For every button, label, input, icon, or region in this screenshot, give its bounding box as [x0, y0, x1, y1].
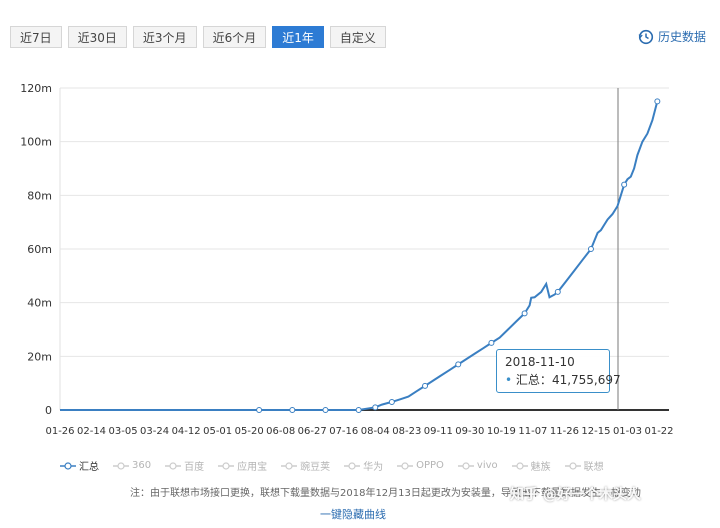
x-tick-label: 09-11: [424, 426, 453, 437]
hide-all-lines-link[interactable]: 一键隐藏曲线: [320, 508, 386, 521]
y-tick-label: 100m: [20, 136, 52, 149]
tooltip-value: 41,755,697: [551, 373, 621, 387]
data-change-note: 注：由于联想市场接口更换，联想下载量数据与2018年12月13日起更改为安装量，…: [130, 488, 641, 499]
x-tick-label: 04-12: [172, 426, 201, 437]
legend-line-icon: [397, 461, 414, 470]
y-tick-label: 40m: [27, 297, 52, 310]
x-tick-label: 11-26: [550, 426, 579, 437]
legend-line-icon: [218, 461, 235, 470]
chart-tooltip: 2018-11-10 • 汇总：41,755,697: [496, 349, 621, 393]
legend-label: 华为: [363, 462, 384, 473]
x-tick-label: 03-05: [109, 426, 138, 437]
legend-item-lenovo[interactable]: 联想: [564, 458, 604, 473]
legend-item-yingyongbao[interactable]: 应用宝: [218, 458, 267, 473]
x-tick-label: 07-16: [329, 426, 358, 437]
x-tick-label: 12-15: [581, 426, 610, 437]
legend-line-icon: [60, 461, 76, 470]
tooltip-series-name: 汇总: [515, 373, 540, 387]
x-tick-label: 05-20: [235, 426, 264, 437]
data-point-marker: [289, 407, 296, 413]
legend-item-baidu[interactable]: 百度: [165, 458, 204, 473]
range-tabs: 近7日 近30日 近3个月 近6个月 近1年 自定义: [10, 26, 386, 48]
tab-6-months[interactable]: 近6个月: [202, 26, 267, 48]
x-tick-label: 01-03: [613, 426, 642, 437]
legend-item-total[interactable]: 汇总: [60, 458, 99, 473]
series-line-total: [60, 101, 659, 411]
data-point-marker: [654, 98, 661, 105]
data-point-marker: [455, 361, 462, 368]
legend-item-wandoujia[interactable]: 豌豆荚: [281, 458, 330, 473]
data-point-marker: [554, 288, 561, 295]
x-tick-label: 05-01: [203, 426, 232, 437]
tab-1-year[interactable]: 近1年: [272, 26, 324, 48]
legend-line-icon: [457, 461, 474, 470]
data-point-marker: [372, 404, 379, 411]
tab-7-days[interactable]: 近7日: [10, 26, 62, 48]
tab-3-months[interactable]: 近3个月: [132, 26, 197, 48]
history-data-label: 历史数据: [657, 30, 706, 44]
legend-label: 豌豆荚: [300, 462, 331, 473]
legend-label: 联想: [583, 462, 604, 473]
legend-line-icon: [165, 461, 182, 470]
zhihu-watermark: 知乎 @好一个木头人: [510, 487, 641, 503]
x-tick-label: 02-14: [77, 426, 106, 437]
data-point-marker: [355, 407, 362, 413]
legend-line-icon: [281, 461, 298, 470]
y-tick-label: 120m: [20, 82, 52, 95]
tab-30-days[interactable]: 近30日: [67, 26, 127, 48]
data-point-marker: [621, 181, 628, 188]
legend-label: 360: [132, 460, 152, 471]
data-point-marker: [422, 382, 429, 389]
tab-custom[interactable]: 自定义: [329, 26, 386, 48]
x-tick-label: 06-08: [266, 426, 295, 437]
legend-line-icon: [113, 461, 129, 470]
x-tick-label: 01-22: [644, 426, 673, 437]
tooltip-row: • 汇总：41,755,697: [505, 373, 621, 387]
legend-label: 百度: [184, 462, 205, 473]
x-tick-label: 08-23: [392, 426, 421, 437]
tooltip-series-dot: •: [505, 373, 513, 387]
legend-line-icon: [564, 461, 581, 470]
legend-label: 应用宝: [237, 462, 268, 473]
legend-label: 魅族: [530, 462, 551, 473]
data-point-marker: [521, 310, 528, 317]
y-tick-label: 20m: [27, 350, 52, 363]
legend-line-icon: [344, 461, 361, 470]
history-clock-icon: [638, 29, 654, 44]
chart-legend: 汇总 360 百度 应用宝 豌豆荚 华为 OPPO vivo 魅族 联想: [60, 458, 604, 473]
legend-line-icon: [511, 461, 528, 470]
y-tick-label: 80m: [27, 189, 52, 202]
x-tick-label: 11-07: [518, 426, 547, 437]
y-tick-label: 60m: [27, 243, 52, 256]
tooltip-date: 2018-11-10: [505, 355, 575, 369]
legend-item-huawei[interactable]: 华为: [344, 458, 383, 473]
x-tick-label: 06-27: [298, 426, 327, 437]
y-tick-label: 0: [45, 404, 52, 417]
download-chart: 0 20m 40m 60m 80m 100m 120m 01-26 02-14 03-05 03-…: [20, 82, 673, 437]
x-tick-label: 03-24: [140, 426, 169, 437]
x-tick-label: 10-19: [487, 426, 516, 437]
x-tick-label: 01-26: [45, 426, 74, 437]
data-point-marker: [256, 407, 263, 413]
data-point-marker: [388, 398, 395, 405]
data-point-marker: [587, 246, 594, 252]
history-data-link[interactable]: 历史数据: [638, 28, 706, 45]
x-tick-label: 08-04: [361, 426, 390, 437]
legend-label: OPPO: [416, 460, 444, 471]
data-point-marker: [488, 339, 495, 346]
legend-label: vivo: [476, 460, 498, 471]
legend-item-vivo[interactable]: vivo: [457, 460, 498, 471]
data-point-marker: [322, 407, 329, 413]
legend-item-oppo[interactable]: OPPO: [397, 460, 444, 471]
x-tick-label: 09-30: [455, 426, 484, 437]
legend-item-meizu[interactable]: 魅族: [511, 458, 551, 473]
legend-item-360[interactable]: 360: [113, 460, 151, 471]
legend-label: 汇总: [79, 462, 99, 473]
